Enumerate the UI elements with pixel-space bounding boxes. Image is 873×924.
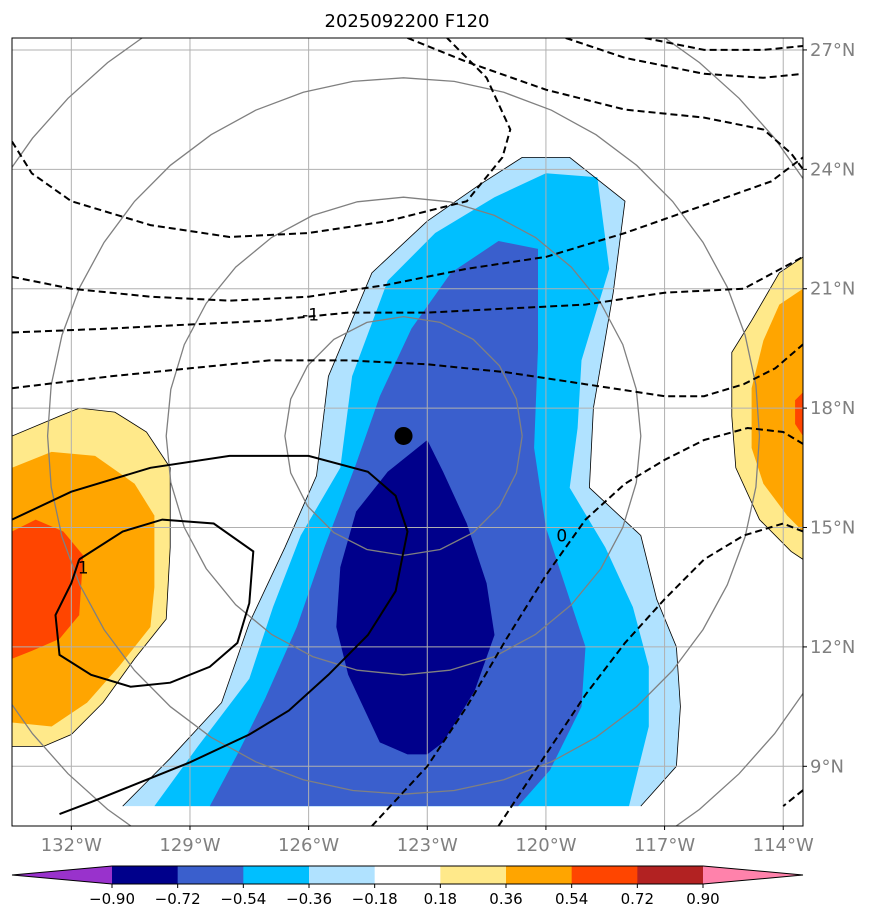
colorbar-tick-label-5: 0.18 <box>424 890 457 908</box>
shaded-region-6 <box>12 519 84 659</box>
colorbar-tick-label-2: −0.54 <box>220 890 266 908</box>
contour-negative-4 <box>371 426 803 826</box>
colorbar-tick-label-1: −0.72 <box>155 890 201 908</box>
contour-label-1: 0 <box>556 526 567 546</box>
y-tick-label-0: 9°N <box>810 756 844 777</box>
colorbar-tick-label-0: −0.90 <box>89 890 135 908</box>
colorbar-tick-label-9: 0.90 <box>686 890 719 908</box>
contour-label-layer: -1 0 1 <box>78 306 567 579</box>
y-tick-label-6: 27°N <box>810 40 855 61</box>
colorbar-bin-3 <box>309 866 376 884</box>
marker-layer <box>394 426 413 445</box>
y-tick-label-3: 18°N <box>810 398 855 419</box>
contour-negative-8 <box>644 38 803 51</box>
contour-label-2: 1 <box>78 558 89 578</box>
contour-negative-0 <box>12 38 512 239</box>
colorbar-bin-5 <box>440 866 507 884</box>
colorbar-bin-4 <box>374 866 441 884</box>
range-ring-0 <box>284 315 523 557</box>
plot-frame <box>11 37 804 827</box>
colorbar-bin-8 <box>637 866 704 884</box>
colorbar-bin-6 <box>506 866 573 884</box>
colorbar-extend-high <box>703 866 803 884</box>
colorbar-bin-7 <box>571 866 638 884</box>
range-ring-1 <box>165 196 642 676</box>
contour-positive-10 <box>12 454 409 816</box>
contour-negative-9 <box>782 789 803 807</box>
colorbar-extend-low <box>12 866 112 884</box>
colorbar-bin-1 <box>177 866 244 884</box>
contour-label-0: -1 <box>302 306 319 326</box>
colorbar-tick-label-7: 0.54 <box>555 890 588 908</box>
colorbar-tick-label-6: 0.36 <box>489 890 522 908</box>
colorbar-tick-label-4: −0.18 <box>352 890 398 908</box>
shaded-region-3 <box>336 440 495 755</box>
x-tick-label-5: 117°W <box>634 835 695 856</box>
x-tick-label-1: 129°W <box>159 835 220 856</box>
shaded-region-5 <box>12 451 155 727</box>
contour-negative-1 <box>12 156 803 302</box>
y-tick-label-2: 15°N <box>810 518 855 539</box>
x-tick-label-3: 123°W <box>397 835 458 856</box>
chart-title: 2025092200 F120 <box>325 11 490 32</box>
x-axis-ticks: 132°W 129°W 126°W 123°W 120°W 117°W 114°W <box>41 826 814 856</box>
y-tick-label-5: 24°N <box>810 159 855 180</box>
y-tick-label-1: 12°N <box>810 637 855 658</box>
contour-negative-6 <box>407 38 803 170</box>
center-marker <box>394 426 413 445</box>
x-tick-label-6: 114°W <box>753 835 814 856</box>
colorbar-tick-label-8: 0.72 <box>621 890 654 908</box>
contour-negative-5 <box>497 522 803 826</box>
x-tick-label-2: 126°W <box>278 835 339 856</box>
y-tick-label-4: 21°N <box>810 279 855 300</box>
y-axis-ticks: 9°N 12°N 15°N 18°N 21°N 24°N 27°N <box>803 40 855 777</box>
shaded-region-9 <box>795 392 803 436</box>
range-ring-2 <box>46 77 761 795</box>
contour-layer <box>12 38 803 826</box>
colorbar-tick-label-3: −0.36 <box>286 890 332 908</box>
colorbar-bin-2 <box>243 866 310 884</box>
x-tick-label-4: 120°W <box>515 835 576 856</box>
contour-positive-11 <box>54 518 255 688</box>
x-tick-label-0: 132°W <box>41 835 102 856</box>
contour-negative-7 <box>565 38 803 79</box>
gridline-layer <box>12 38 803 826</box>
colorbar-bin-0 <box>112 866 179 884</box>
contour-negative-3 <box>12 343 803 398</box>
shaded-region-8 <box>751 288 803 532</box>
colorbar: −0.90 −0.72 −0.54 −0.36 −0.18 0.18 0.36 0.54 0.7… <box>11 865 804 908</box>
